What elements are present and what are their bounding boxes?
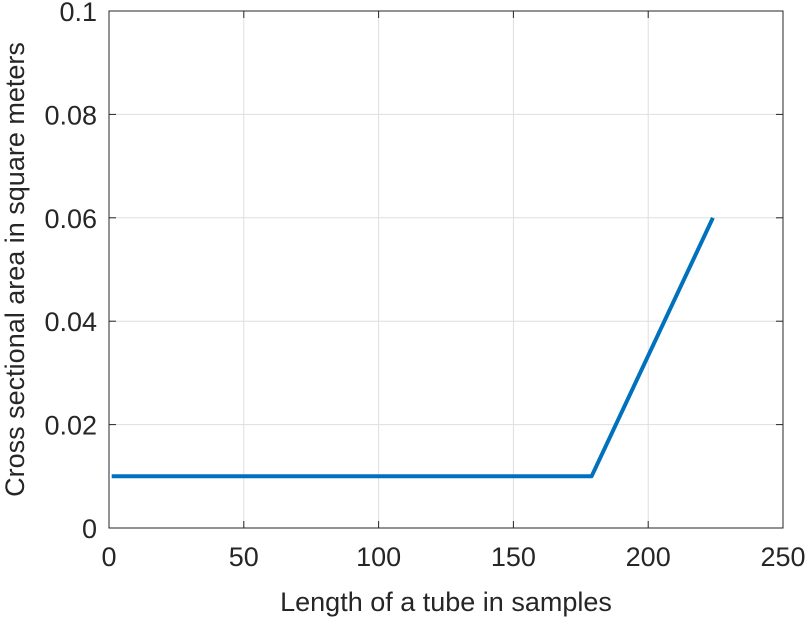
- grid-lines: [109, 11, 783, 528]
- tick-marks: [108, 10, 784, 529]
- plot-area-frame: [108, 10, 784, 529]
- series-line: [111, 216, 715, 479]
- y-tick-labels: 0 0.02 0.04 0.06 0.08 0.1: [44, 0, 97, 544]
- y-tick-label: 0.06: [44, 204, 97, 234]
- x-tick-label: 200: [626, 542, 671, 572]
- x-tick-label: 100: [356, 542, 401, 572]
- x-axis-title: Length of a tube in samples: [280, 587, 612, 617]
- x-tick-labels: 0 50 100 150 200 250: [101, 542, 805, 572]
- y-tick-label: 0.04: [44, 307, 97, 337]
- y-tick-label: 0.08: [44, 100, 97, 130]
- series-group: [111, 216, 715, 479]
- y-tick-label: 0.02: [44, 411, 97, 441]
- x-tick-label: 50: [229, 542, 259, 572]
- x-tick-label: 150: [491, 542, 536, 572]
- y-axis-title: Cross sectional area in square meters: [0, 42, 30, 497]
- y-tick-label: 0: [82, 514, 97, 544]
- x-tick-label: 0: [101, 542, 116, 572]
- x-tick-label: 250: [760, 542, 805, 572]
- y-tick-label: 0.1: [59, 0, 97, 27]
